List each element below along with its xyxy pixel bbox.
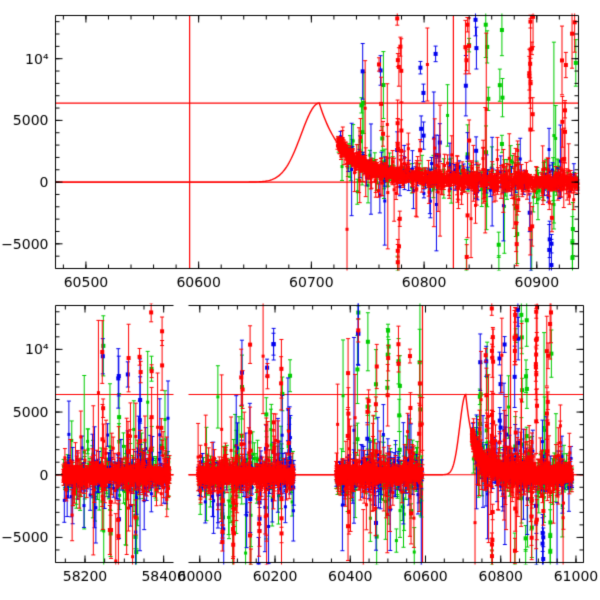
light-curve-figure [0, 0, 600, 600]
light-curve-canvas [0, 0, 600, 600]
